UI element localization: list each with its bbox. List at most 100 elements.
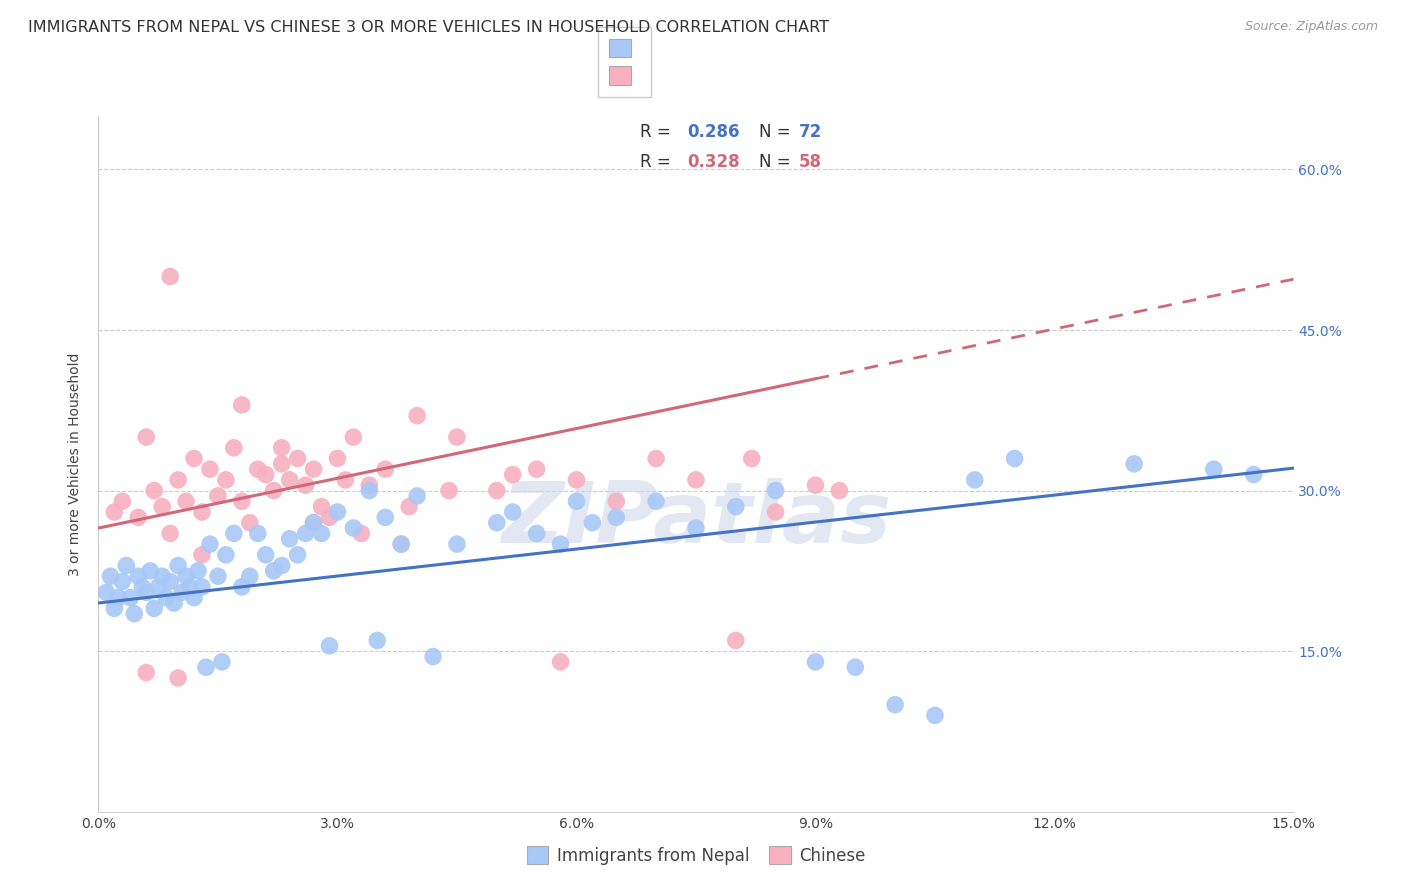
Point	[884, 698, 907, 712]
Point	[207, 569, 229, 583]
Point	[231, 398, 253, 412]
Point	[1243, 467, 1265, 482]
Point	[263, 483, 285, 498]
Text: IMMIGRANTS FROM NEPAL VS CHINESE 3 OR MORE VEHICLES IN HOUSEHOLD CORRELATION CHA: IMMIGRANTS FROM NEPAL VS CHINESE 3 OR MO…	[28, 20, 830, 35]
Point	[163, 596, 186, 610]
Point	[187, 564, 209, 578]
Point	[239, 569, 262, 583]
Point	[143, 601, 166, 615]
Point	[350, 526, 373, 541]
Point	[174, 569, 197, 583]
Point	[120, 591, 142, 605]
Text: 72: 72	[799, 123, 823, 141]
Point	[1123, 457, 1146, 471]
Text: R =: R =	[640, 123, 676, 141]
Point	[359, 483, 381, 498]
Text: R =: R =	[640, 153, 676, 171]
Point	[389, 537, 412, 551]
Y-axis label: 3 or more Vehicles in Household: 3 or more Vehicles in Household	[69, 352, 83, 575]
Point	[254, 467, 277, 482]
Point	[437, 483, 460, 498]
Point	[302, 516, 325, 530]
Point	[150, 500, 173, 514]
Point	[107, 591, 129, 605]
Text: N =: N =	[759, 153, 796, 171]
Point	[685, 521, 707, 535]
Point	[565, 473, 588, 487]
Point	[389, 537, 412, 551]
Legend: Immigrants from Nepal, Chinese: Immigrants from Nepal, Chinese	[519, 838, 873, 873]
Point	[131, 580, 153, 594]
Point	[222, 441, 245, 455]
Point	[207, 489, 229, 503]
Point	[159, 526, 181, 541]
Point	[287, 548, 309, 562]
Point	[167, 558, 190, 573]
Text: Source: ZipAtlas.com: Source: ZipAtlas.com	[1244, 20, 1378, 33]
Text: 0.328: 0.328	[688, 153, 740, 171]
Point	[485, 483, 508, 498]
Point	[828, 483, 851, 498]
Point	[318, 639, 340, 653]
Point	[222, 526, 245, 541]
Point	[294, 526, 316, 541]
Point	[278, 473, 301, 487]
Point	[215, 473, 238, 487]
Point	[1202, 462, 1225, 476]
Point	[318, 510, 340, 524]
Point	[502, 505, 524, 519]
Point	[98, 569, 122, 583]
Point	[103, 601, 125, 615]
Point	[143, 483, 166, 498]
Point	[366, 633, 388, 648]
Point	[135, 585, 157, 599]
Point	[183, 591, 205, 605]
Point	[254, 548, 277, 562]
Point	[191, 580, 214, 594]
Point	[326, 505, 349, 519]
Point	[724, 633, 747, 648]
Point	[844, 660, 866, 674]
Point	[287, 451, 309, 466]
Point	[183, 451, 205, 466]
Point	[263, 564, 285, 578]
Point	[135, 430, 157, 444]
Point	[335, 473, 357, 487]
Point	[159, 269, 181, 284]
Point	[270, 558, 292, 573]
Point	[215, 548, 238, 562]
Point	[550, 537, 572, 551]
Point	[406, 489, 429, 503]
Point	[111, 574, 134, 589]
Point	[550, 655, 572, 669]
Point	[406, 409, 429, 423]
Text: N =: N =	[759, 123, 796, 141]
Point	[605, 494, 627, 508]
Point	[148, 580, 170, 594]
Point	[645, 494, 668, 508]
Point	[179, 580, 201, 594]
Point	[139, 564, 162, 578]
Text: ZIPatlas: ZIPatlas	[501, 478, 891, 561]
Point	[311, 500, 333, 514]
Point	[231, 580, 253, 594]
Text: 0.286: 0.286	[688, 123, 740, 141]
Point	[924, 708, 946, 723]
Point	[103, 505, 125, 519]
Point	[195, 660, 218, 674]
Point	[124, 607, 146, 621]
Point	[172, 585, 194, 599]
Point	[326, 451, 349, 466]
Point	[135, 665, 157, 680]
Point	[963, 473, 986, 487]
Point	[374, 462, 396, 476]
Point	[115, 558, 138, 573]
Point	[526, 462, 548, 476]
Point	[302, 516, 325, 530]
Point	[231, 494, 253, 508]
Point	[191, 548, 214, 562]
Point	[155, 591, 177, 605]
Point	[198, 537, 221, 551]
Point	[765, 483, 787, 498]
Point	[96, 585, 118, 599]
